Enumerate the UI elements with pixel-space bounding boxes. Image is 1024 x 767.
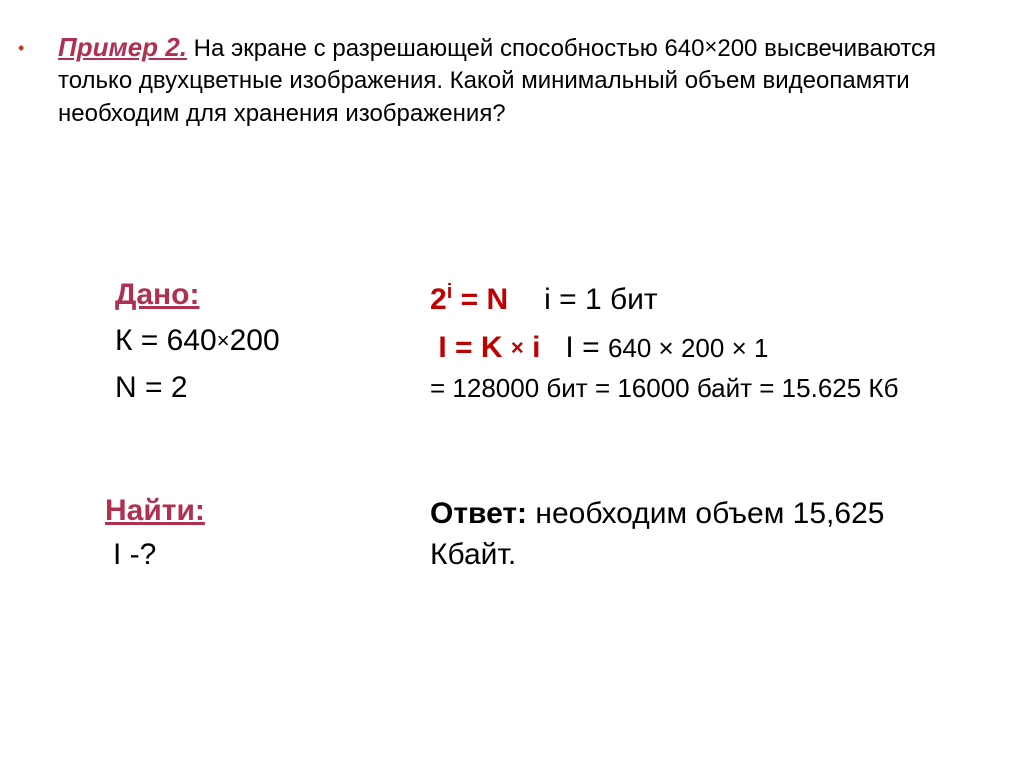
answer-section: Ответ: необходим объем 15,625 Кбайт. bbox=[430, 494, 970, 575]
problem-text-1: На экране с разрешающей способностью 640 bbox=[187, 35, 705, 62]
formula-iki-post: i bbox=[524, 331, 541, 364]
formula-2i-base: 2 bbox=[430, 283, 447, 316]
given-section: Дано: К = 640×200 N = 2 bbox=[115, 278, 405, 411]
formula-iki-pre: I = K bbox=[438, 331, 511, 364]
times-symbol: × bbox=[705, 34, 718, 59]
formula-row-1: 2i = Ni = 1 бит bbox=[430, 278, 990, 321]
formula-row-2: I = K × i I = 640 × 200 × 1 bbox=[430, 327, 990, 369]
times-symbol: × bbox=[511, 335, 524, 360]
formula-row-3: = 128000 бит = 16000 байт = 15.625 Кб bbox=[430, 371, 990, 406]
times-symbol: × bbox=[217, 328, 230, 353]
answer-label: Ответ: bbox=[430, 497, 527, 530]
formula-2i-eqn: = N bbox=[452, 283, 508, 316]
find-section: Найти: I -? bbox=[105, 494, 205, 576]
given-k-pre: К = 640 bbox=[115, 324, 217, 357]
given-line-k: К = 640×200 bbox=[115, 318, 405, 365]
list-bullet: • bbox=[18, 38, 24, 59]
solution-section: 2 i = N i = 1 бит I = K × i I = 640 × 200 … bbox=[430, 278, 990, 406]
formula-i-result: i = 1 бит bbox=[544, 283, 658, 316]
given-heading: Дано: bbox=[115, 278, 405, 312]
given-line-n: N = 2 bbox=[115, 365, 405, 412]
formula-i-pre: I = bbox=[565, 331, 608, 364]
find-heading: Найти: bbox=[105, 494, 205, 528]
formula-i-calc: 640 × 200 × 1 bbox=[608, 333, 768, 363]
problem-statement: Пример 2. На экране с разрешающей способ… bbox=[58, 30, 958, 130]
find-line: I -? bbox=[113, 534, 205, 576]
example-title: Пример 2. bbox=[58, 32, 187, 62]
given-k-post: 200 bbox=[230, 324, 280, 357]
